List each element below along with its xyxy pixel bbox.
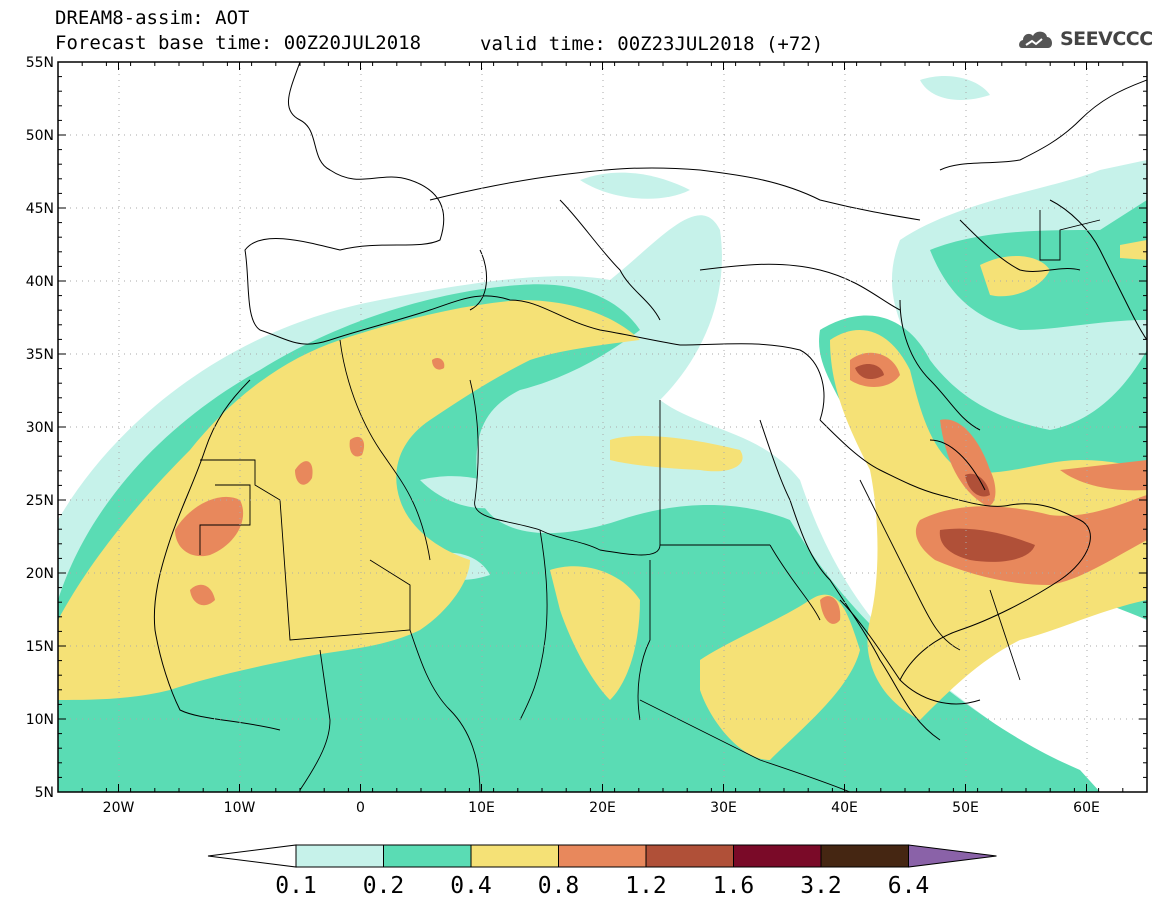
colorbar-label: 1.2 <box>625 873 667 899</box>
lon-tick-label: 60E <box>1073 800 1100 816</box>
lat-tick-label: 55N <box>26 55 54 71</box>
lat-tick-label: 10N <box>26 712 54 728</box>
lat-tick-label: 50N <box>26 128 54 144</box>
aot-level-1.2 <box>855 364 1035 562</box>
coastlines-borders <box>153 62 1147 741</box>
lon-tick-label: 30E <box>710 800 737 816</box>
colorbar-high-arrow <box>908 844 997 868</box>
lat-tick-label: 45N <box>26 201 54 217</box>
lat-tick-label: 15N <box>26 639 54 655</box>
valid-time: valid time: 00Z23JUL2018 (+72) <box>480 33 824 55</box>
map-title: DREAM8-assim: AOT <box>55 7 250 29</box>
colorbar-swatch <box>470 844 559 868</box>
lon-tick-label: 20W <box>103 800 135 816</box>
colorbar-swatch <box>295 844 384 868</box>
lat-tick-label: 30N <box>26 420 54 436</box>
colorbar-label: 6.4 <box>888 873 930 899</box>
lon-tick-label: 0 <box>356 800 365 816</box>
colorbar-swatch <box>733 844 822 868</box>
colorbar-swatch <box>383 844 472 868</box>
aot-contour-fields <box>58 75 1147 792</box>
colorbar-label: 0.4 <box>450 873 492 899</box>
colorbar-swatch <box>558 844 647 868</box>
colorbar-swatch <box>645 844 734 868</box>
colorbar-label: 1.6 <box>713 873 755 899</box>
lat-tick-label: 25N <box>26 493 54 509</box>
latitude-axis: 55N 50N 45N 40N 35N 30N 25N 20N 15N 10N 5N <box>26 55 1147 801</box>
country-borders <box>199 210 1101 792</box>
lat-tick-label: 40N <box>26 274 54 290</box>
colorbar-swatch <box>820 844 909 868</box>
seevccc-logo-text: SEEVCCC <box>1060 28 1153 50</box>
longitude-axis: 20W 10W 0 10E 20E 30E 40E 50E 60E <box>57 62 1148 816</box>
colorbar-label: 0.1 <box>275 873 317 899</box>
colorbar-label: 0.8 <box>538 873 580 899</box>
lat-tick-label: 35N <box>26 347 54 363</box>
lon-tick-label: 10W <box>224 800 256 816</box>
colorbar-low-arrow <box>207 844 297 868</box>
lat-tick-label: 5N <box>35 785 54 801</box>
forecast-base-time: Forecast base time: 00Z20JUL2018 <box>55 32 422 54</box>
colorbar-label: 0.2 <box>363 873 405 899</box>
colorbar-label: 3.2 <box>800 873 842 899</box>
lon-tick-label: 10E <box>468 800 495 816</box>
lat-tick-label: 20N <box>26 566 54 582</box>
colorbar: 0.1 0.2 0.4 0.8 1.2 1.6 3.2 6.4 <box>207 844 997 899</box>
cloud-logo-icon <box>1019 31 1053 48</box>
lon-tick-label: 40E <box>831 800 858 816</box>
lon-tick-label: 50E <box>952 800 979 816</box>
lon-tick-label: 20E <box>589 800 616 816</box>
